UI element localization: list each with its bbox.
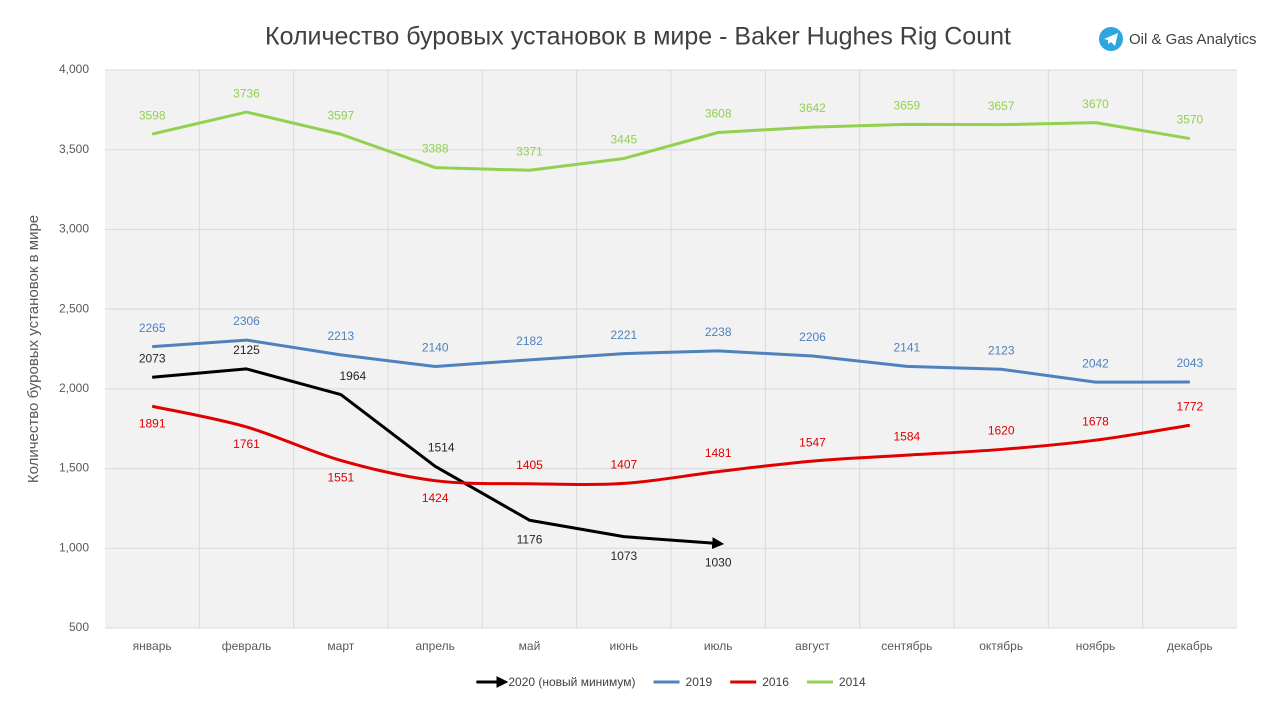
x-tick-label: март (327, 639, 354, 653)
x-tick-label: июнь (610, 639, 639, 653)
data-label: 2182 (516, 334, 543, 348)
x-tick-label: январь (133, 639, 172, 653)
series-line (151, 404, 1191, 487)
y-tick-label: 2,500 (59, 301, 89, 315)
series-line (152, 338, 1190, 384)
data-label: 1405 (516, 458, 543, 472)
data-label: 2073 (139, 351, 166, 365)
data-label: 2141 (893, 341, 920, 355)
data-label: 1964 (339, 369, 366, 383)
data-label: 2123 (988, 343, 1015, 357)
data-label: 1514 (428, 441, 455, 455)
data-label: 1424 (422, 491, 449, 505)
data-label: 1678 (1082, 414, 1109, 428)
data-label: 3659 (893, 99, 920, 113)
y-axis-label: Количество буровых установок в мире (25, 215, 42, 483)
y-tick-label: 1,500 (59, 461, 89, 475)
watermark: Oil & Gas Analytics (1129, 31, 1257, 48)
telegram-plane (1104, 33, 1118, 46)
data-label: 1073 (610, 549, 637, 563)
data-label: 3388 (422, 142, 449, 156)
data-label: 3657 (988, 99, 1015, 113)
legend-label: 2019 (686, 675, 713, 689)
data-label: 2043 (1176, 356, 1203, 370)
legend-label: 2016 (762, 675, 789, 689)
data-label: 1407 (610, 458, 637, 472)
data-label: 1030 (705, 556, 732, 570)
data-label: 2238 (705, 325, 732, 339)
x-tick-label: май (519, 639, 541, 653)
data-label: 3371 (516, 144, 543, 158)
data-label: 2042 (1082, 356, 1109, 370)
x-tick-label: декабрь (1167, 639, 1213, 653)
data-label: 3736 (233, 86, 260, 100)
data-label: 2221 (610, 328, 637, 342)
x-tick-label: август (795, 639, 830, 653)
data-label: 3670 (1082, 97, 1109, 111)
series-line (152, 367, 725, 550)
data-label: 2125 (233, 343, 260, 357)
data-label: 1547 (799, 435, 826, 449)
y-tick-label: 3,500 (59, 142, 89, 156)
y-tick-label: 4,000 (59, 62, 89, 76)
x-tick-label: ноябрь (1076, 639, 1116, 653)
data-label: 2213 (327, 329, 354, 343)
data-label: 1761 (233, 437, 260, 451)
data-label: 2206 (799, 330, 826, 344)
data-label: 1891 (139, 416, 166, 430)
data-label: 1584 (893, 429, 920, 443)
data-label: 1551 (327, 471, 354, 485)
data-label: 1481 (705, 446, 732, 460)
data-label: 2306 (233, 314, 260, 328)
series-line (151, 110, 1191, 172)
data-label: 3597 (327, 108, 354, 122)
legend-label: 2014 (839, 675, 866, 689)
data-label: 1772 (1176, 399, 1203, 413)
data-label: 3445 (610, 133, 637, 147)
legend-label: 2020 (новый минимум) (508, 675, 635, 689)
data-label: 2140 (422, 341, 449, 355)
x-tick-label: октябрь (979, 639, 1023, 653)
y-tick-label: 2,000 (59, 381, 89, 395)
chart-title: Количество буровых установок в мире - Ba… (265, 23, 1011, 51)
x-tick-label: февраль (222, 639, 272, 653)
data-label: 1176 (517, 532, 543, 546)
data-label: 3608 (705, 107, 732, 121)
data-label: 3570 (1176, 113, 1203, 127)
data-label: 3642 (799, 101, 826, 115)
data-label: 2265 (139, 321, 166, 335)
y-tick-label: 500 (69, 620, 89, 634)
x-tick-label: апрель (415, 639, 454, 653)
data-label: 1620 (988, 424, 1015, 438)
data-label: 3598 (139, 108, 166, 122)
y-tick-label: 1,000 (59, 540, 89, 554)
x-tick-label: июль (704, 639, 733, 653)
x-tick-label: сентябрь (881, 639, 932, 653)
y-tick-label: 3,000 (59, 222, 89, 236)
